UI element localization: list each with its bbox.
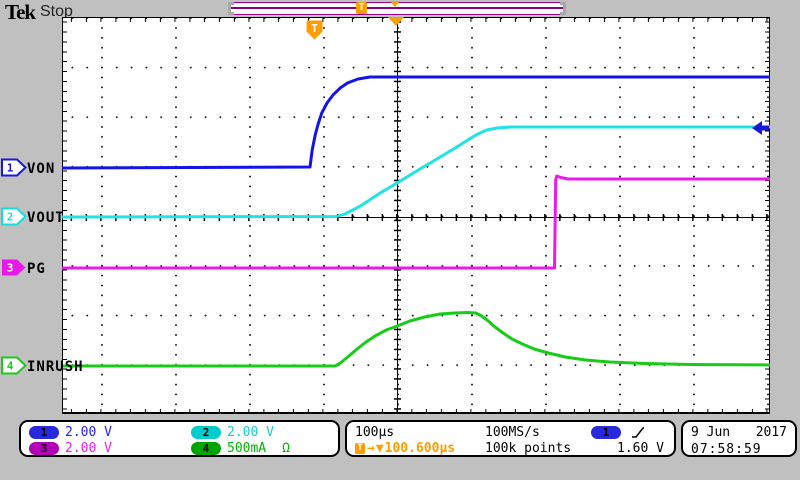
datetime-box: 9 Jun 2017 07:58:59 xyxy=(681,420,797,457)
record-expansion-marker-icon[interactable] xyxy=(390,1,400,7)
tek-logo: Tek xyxy=(5,0,36,24)
rising-edge-slope-icon xyxy=(632,427,644,438)
channel-4-badge[interactable]: 4 xyxy=(1,356,27,375)
channel-4-label: INRUSH xyxy=(27,359,84,375)
ch3-scale: 2.00 V xyxy=(65,440,112,456)
center-vertical-axis xyxy=(393,17,401,414)
record-waveform-line xyxy=(231,7,563,9)
delay-expansion-icon: ▼ xyxy=(375,440,384,456)
record-window-bracket-right[interactable] xyxy=(560,2,566,15)
trigger-level-arrow-icon[interactable] xyxy=(750,120,770,136)
channel-1-badge[interactable]: 1 xyxy=(1,158,27,177)
time-text: 07:58:59 xyxy=(691,442,762,457)
channel-3-badge[interactable]: 3 xyxy=(1,258,27,277)
delay-readout: 100.600µs xyxy=(384,440,456,456)
expansion-point-marker-icon[interactable] xyxy=(388,17,404,26)
acquisition-status: Stop xyxy=(40,3,73,20)
delay-trigger-icon: T xyxy=(355,442,365,454)
ch3-oval-badge: 3 xyxy=(29,441,59,455)
trigger-position-flag-icon[interactable]: T xyxy=(306,19,323,41)
channel-readout-box: 1 2.00 V 2 2.00 V 3 2.00 V 4 500mA Ω xyxy=(19,420,340,457)
year-text: 2017 xyxy=(755,425,787,440)
ch2-oval-badge: 2 xyxy=(191,425,221,439)
trace-pg xyxy=(62,174,770,270)
trace-von xyxy=(62,75,770,170)
ch1-oval-badge: 1 xyxy=(29,425,59,439)
trigger-flag-letter: T xyxy=(311,22,318,35)
trace-inrush xyxy=(62,311,770,368)
svg-text:1: 1 xyxy=(7,162,14,175)
timebase-readout: 100µs xyxy=(355,424,395,440)
trigger-level-readout: 1.60 V xyxy=(617,440,664,456)
channel-1-label: VON xyxy=(27,161,56,177)
ch2-scale: 2.00 V xyxy=(227,424,274,440)
svg-text:2: 2 xyxy=(7,211,14,224)
record-window-bracket-left[interactable] xyxy=(228,2,234,15)
record-length-readout: 100k points xyxy=(485,440,572,456)
channel-2-badge[interactable]: 2 xyxy=(1,207,27,226)
svg-text:4: 4 xyxy=(7,360,14,373)
svg-text:3: 3 xyxy=(7,262,14,275)
record-trigger-marker[interactable]: T xyxy=(356,2,367,14)
ch4-scale: 500mA xyxy=(227,440,267,456)
trace-vout xyxy=(62,125,770,219)
delay-arrow-icon: → xyxy=(367,440,375,456)
ch4-oval-badge: 4 xyxy=(191,441,221,455)
graticule-bottom-ticks xyxy=(62,409,770,413)
date-text: 9 Jun xyxy=(691,425,731,440)
channel-3-label: PG xyxy=(27,261,46,277)
sample-rate-readout: 100MS/s xyxy=(485,424,540,440)
center-horizontal-axis xyxy=(62,213,770,221)
ch1-scale: 2.00 V xyxy=(65,424,112,440)
ch4-coupling-ohm: Ω xyxy=(282,440,290,456)
channel-2-label: VOUT xyxy=(27,210,65,226)
graticule-top-ticks xyxy=(62,18,770,22)
trigger-source-badge: 1 xyxy=(591,425,621,439)
horizontal-trigger-box: 100µs 100MS/s 1 T → ▼ 100.600µs 100k poi… xyxy=(345,420,676,457)
waveform-canvas xyxy=(62,75,770,368)
